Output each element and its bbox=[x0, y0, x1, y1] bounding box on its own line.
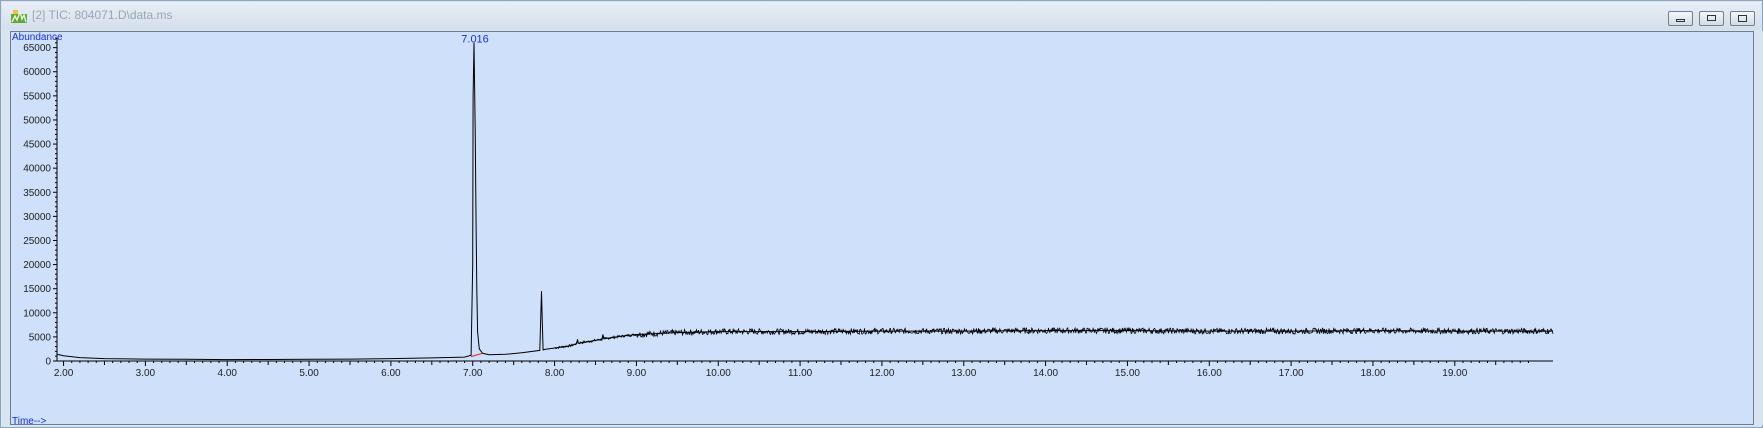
x-tick-label: 2.00 bbox=[54, 368, 74, 379]
close-icon bbox=[1738, 15, 1747, 22]
x-axis-title: Time--> bbox=[12, 416, 47, 424]
restore-button[interactable] bbox=[1699, 11, 1724, 26]
y-tick-label: 65000 bbox=[23, 43, 51, 54]
y-tick-label: 35000 bbox=[23, 188, 51, 199]
x-tick-label: 8.00 bbox=[545, 368, 565, 379]
y-tick-label: 45000 bbox=[23, 140, 51, 151]
chromatogram-app-icon bbox=[11, 10, 27, 23]
window-titlebar[interactable]: [2] TIC: 804071.D\data.ms bbox=[2, 2, 1761, 30]
x-tick-label: 19.00 bbox=[1442, 368, 1467, 379]
y-tick-label: 40000 bbox=[23, 164, 51, 175]
x-tick-label: 17.00 bbox=[1279, 368, 1304, 379]
close-button[interactable] bbox=[1730, 11, 1755, 26]
x-tick-label: 7.00 bbox=[463, 368, 483, 379]
y-axis-title: Abundance bbox=[12, 32, 63, 43]
y-tick-label: 15000 bbox=[23, 284, 51, 295]
x-tick-label: 16.00 bbox=[1197, 368, 1222, 379]
minimize-button[interactable] bbox=[1668, 11, 1693, 26]
tic-trace bbox=[56, 42, 1553, 361]
y-tick-label: 5000 bbox=[29, 332, 52, 343]
axes bbox=[56, 38, 1553, 362]
x-tick-label: 4.00 bbox=[217, 368, 237, 379]
x-tick-label: 9.00 bbox=[627, 368, 647, 379]
x-tick-label: 13.00 bbox=[951, 368, 976, 379]
y-tick-label: 25000 bbox=[23, 236, 51, 247]
plot-area[interactable]: 2.00 3.00 4.00 5.00 6.00 7.00 8.00 9.00 10.00 11.… bbox=[10, 31, 1754, 425]
tic-noise-trace bbox=[554, 326, 1554, 350]
y-tick-label: 30000 bbox=[23, 212, 51, 223]
x-tick-label: 14.00 bbox=[1033, 368, 1058, 379]
x-tick-label: 3.00 bbox=[136, 368, 156, 379]
vertical-scrollbar[interactable] bbox=[1757, 31, 1763, 425]
x-tick-label: 6.00 bbox=[381, 368, 401, 379]
x-tick-label: 15.00 bbox=[1115, 368, 1140, 379]
x-tick-label: 10.00 bbox=[706, 368, 731, 379]
y-tick-label: 0 bbox=[45, 357, 51, 368]
window-title: [2] TIC: 804071.D\data.ms bbox=[32, 8, 173, 22]
y-tick-label: 20000 bbox=[23, 260, 51, 271]
y-tick-label: 10000 bbox=[23, 308, 51, 319]
y-tick-label: 60000 bbox=[23, 67, 51, 78]
minimize-icon bbox=[1676, 19, 1685, 22]
x-axis-ticks: 2.00 3.00 4.00 5.00 6.00 7.00 8.00 9.00 10.00 11.… bbox=[54, 361, 1529, 379]
tic-chromatogram-chart[interactable]: 2.00 3.00 4.00 5.00 6.00 7.00 8.00 9.00 10.00 11.… bbox=[11, 32, 1753, 424]
x-tick-label: 11.00 bbox=[788, 368, 813, 379]
peak-label: 7.016 bbox=[461, 33, 489, 45]
x-tick-label: 12.00 bbox=[869, 368, 894, 379]
x-tick-label: 18.00 bbox=[1360, 368, 1385, 379]
y-tick-label: 50000 bbox=[23, 115, 51, 126]
y-tick-label: 55000 bbox=[23, 91, 51, 102]
x-tick-label: 5.00 bbox=[299, 368, 319, 379]
restore-icon bbox=[1707, 15, 1716, 21]
peak-baseline-marker bbox=[470, 352, 483, 358]
y-axis-ticks: 0 5000 10000 15000 20000 25000 30000 35000 40000… bbox=[23, 37, 57, 368]
